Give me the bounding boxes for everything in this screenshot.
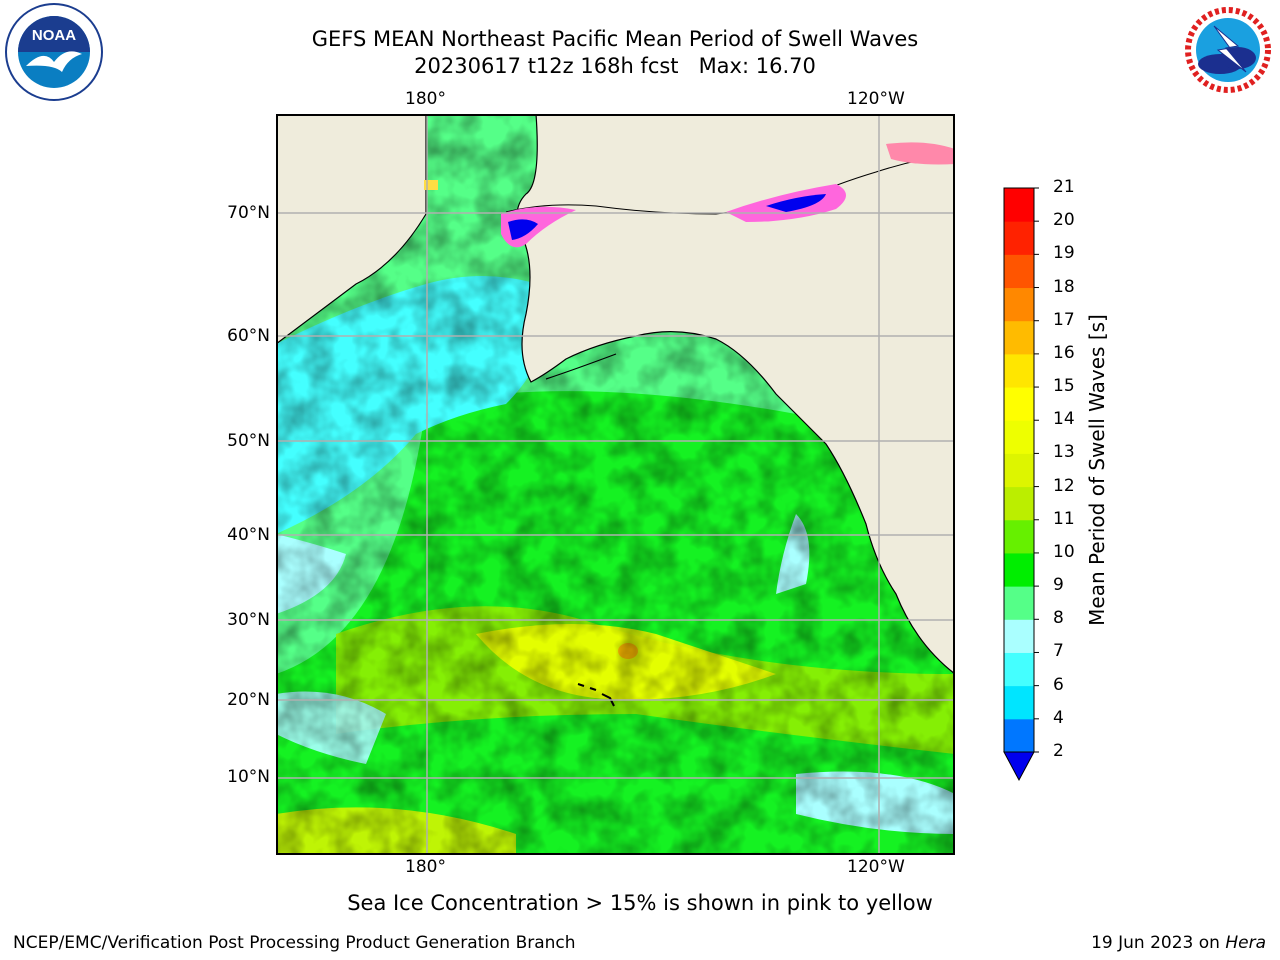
host-name: Hera xyxy=(1225,933,1266,953)
date-text: 19 Jun 2023 on xyxy=(1091,933,1226,953)
colorbar-tick-label: 14 xyxy=(1053,409,1075,430)
sea-ice-arctic-islands xyxy=(886,142,955,165)
colorbar-tick-label: 17 xyxy=(1053,309,1075,330)
colorbar-bin xyxy=(1004,552,1034,587)
graticule xyxy=(276,114,955,855)
colorbar-bin xyxy=(1004,353,1034,388)
land-russia xyxy=(276,114,427,345)
date-stamp: 19 Jun 2023 on Hera xyxy=(1091,933,1266,953)
lat-label-30n: 30°N xyxy=(227,610,270,630)
noaa-logo: NOAA xyxy=(5,3,103,101)
colorbar-bin xyxy=(1004,652,1034,687)
colorbar-bin xyxy=(1004,586,1034,620)
lat-label-70n: 70°N xyxy=(227,203,270,223)
colorbar-tick-label: 16 xyxy=(1053,342,1075,363)
map-panel xyxy=(276,114,955,855)
colorbar-bin xyxy=(1004,320,1034,355)
nws-logo xyxy=(1182,4,1274,96)
colorbar-bin xyxy=(1004,685,1034,720)
svg-text:NOAA: NOAA xyxy=(32,27,76,44)
colorbar-bin xyxy=(1004,221,1034,255)
colorbar-tick-label: 13 xyxy=(1053,442,1075,463)
colorbar-tick-label: 21 xyxy=(1053,177,1075,197)
lat-label-60n: 60°N xyxy=(227,326,270,346)
colorbar-tick-label: 11 xyxy=(1053,508,1075,529)
chart-title: GEFS MEAN Northeast Pacific Mean Period … xyxy=(311,27,919,51)
colorbar-tick-label: 8 xyxy=(1053,608,1064,629)
lon-label-top-180: 180° xyxy=(405,89,446,109)
colorbar-tick-label: 7 xyxy=(1053,641,1064,662)
lon-label-bottom-120w: 120°W xyxy=(847,857,905,877)
colorbar-tick-label: 6 xyxy=(1053,674,1064,695)
sea-ice-beaufort-core xyxy=(766,194,826,212)
colorbar-bin xyxy=(1004,453,1034,488)
colorbar-tick-label: 2 xyxy=(1053,741,1064,761)
colorbar xyxy=(1003,187,1039,782)
colorbar-tick-label: 10 xyxy=(1053,541,1075,562)
lon-label-bottom-180: 180° xyxy=(405,857,446,877)
colorbar-tick-label: 15 xyxy=(1053,376,1075,397)
colorbar-bin xyxy=(1004,287,1034,322)
colorbar-tick-label: 12 xyxy=(1053,475,1075,496)
aleutian-chain xyxy=(545,353,617,380)
colorbar-bin xyxy=(1004,486,1034,521)
colorbar-tick-label: 9 xyxy=(1053,575,1064,596)
hawaii-islands xyxy=(577,683,615,707)
colorbar-tick-label: 20 xyxy=(1053,210,1075,231)
colorbar-tick-label: 19 xyxy=(1053,243,1075,264)
colorbar-bin xyxy=(1004,387,1034,421)
chart-subtitle: 20230617 t12z 168h fcst Max: 16.70 xyxy=(414,54,816,78)
colorbar-bin xyxy=(1004,718,1034,753)
lat-label-20n: 20°N xyxy=(227,690,270,710)
colorbar-bin xyxy=(1004,188,1034,222)
lat-label-40n: 40°N xyxy=(227,525,270,545)
colorbar-tick-label: 4 xyxy=(1053,707,1064,728)
colorbar-bin xyxy=(1004,519,1034,554)
colorbar-extend-triangle xyxy=(1003,751,1035,782)
colorbar-tick-label: 18 xyxy=(1053,276,1075,297)
colorbar-label: Mean Period of Swell Waves [s] xyxy=(1085,314,1109,626)
colorbar-bin xyxy=(1004,619,1034,653)
sea-ice-note: Sea Ice Concentration > 15% is shown in … xyxy=(347,891,933,915)
sea-ice-chukchi-core xyxy=(508,219,538,240)
lat-label-50n: 50°N xyxy=(227,431,270,451)
colorbar-bin xyxy=(1004,254,1034,289)
credit-line: NCEP/EMC/Verification Post Processing Pr… xyxy=(13,933,576,953)
colorbar-bin xyxy=(1004,420,1034,454)
lat-label-10n: 10°N xyxy=(227,767,270,787)
lon-label-top-120w: 120°W xyxy=(847,89,905,109)
